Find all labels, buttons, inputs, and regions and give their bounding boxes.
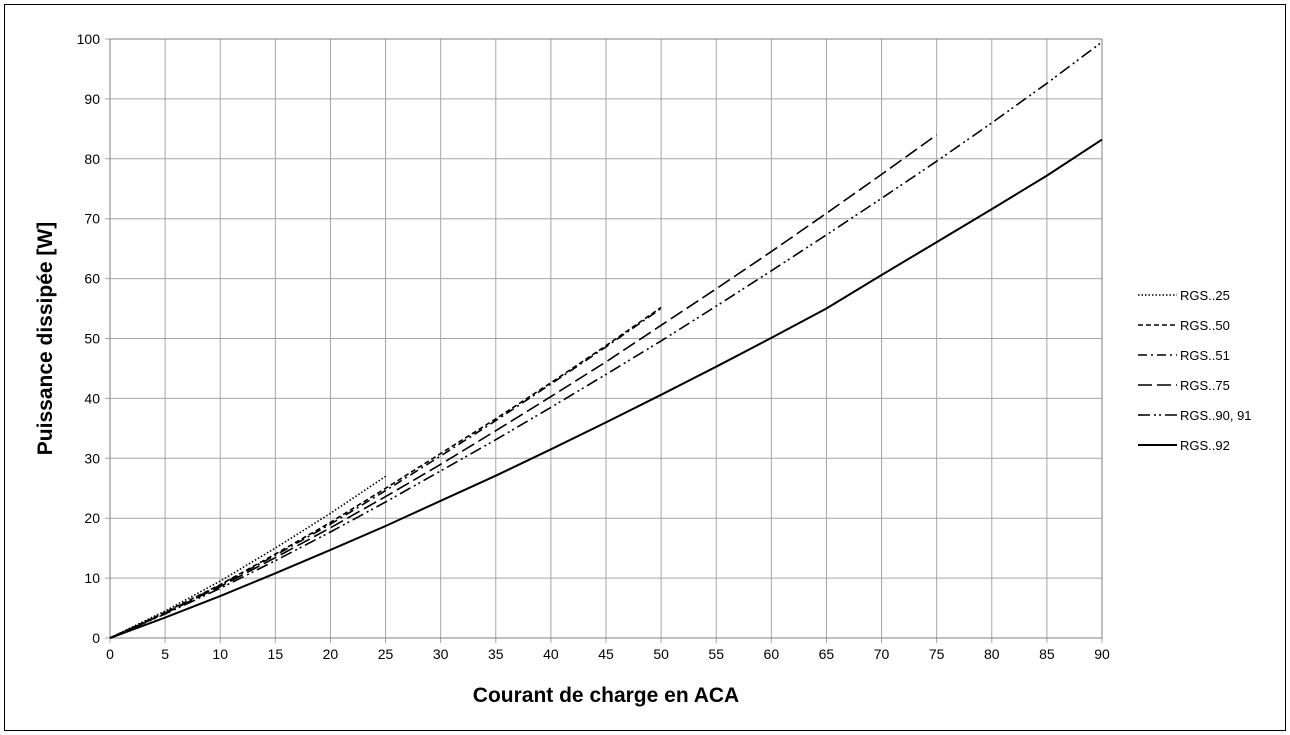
plot-area-border	[109, 38, 1103, 639]
y-tick-label: 40	[84, 390, 100, 406]
y-axis-ticks: 0 10 20 30 40 50 60 70 80 90 100	[77, 31, 101, 646]
chart-frame	[4, 4, 1286, 731]
y-tick-label: 30	[84, 450, 100, 466]
x-tick-label: 0	[106, 646, 114, 662]
x-tick-label: 90	[1094, 646, 1110, 662]
x-tick-label: 75	[929, 646, 945, 662]
y-tick-label: 90	[84, 91, 100, 107]
x-tick-label: 40	[543, 646, 559, 662]
y-tick-label: 60	[84, 271, 100, 287]
series-line-1	[109, 306, 662, 639]
legend-label: RGS..90, 91	[1180, 408, 1252, 423]
y-tick-label: 10	[84, 570, 100, 586]
x-tick-label: 5	[161, 646, 169, 662]
series-line-3	[109, 134, 938, 639]
x-tick-label: 80	[984, 646, 1000, 662]
x-tick-label: 50	[653, 646, 669, 662]
x-tick-label: 85	[1039, 646, 1055, 662]
x-axis-ticks: 0 5 10 15 20 25 30 35 40 45 50 55 60 65 70 75 80 85 90	[106, 646, 1110, 662]
legend-label: RGS..75	[1180, 378, 1230, 393]
legend-label: RGS..51	[1180, 348, 1230, 363]
series-line-5	[109, 138, 1103, 639]
x-tick-label: 55	[708, 646, 724, 662]
series-lines	[109, 41, 1103, 639]
grid-lines	[105, 38, 1103, 643]
y-tick-label: 80	[84, 151, 100, 167]
y-tick-label: 20	[84, 510, 100, 526]
y-tick-label: 100	[77, 31, 101, 47]
y-tick-label: 50	[84, 331, 100, 347]
x-tick-label: 20	[323, 646, 339, 662]
series-line-4	[109, 41, 1103, 639]
x-tick-label: 30	[433, 646, 449, 662]
x-tick-label: 65	[819, 646, 835, 662]
x-tick-label: 10	[212, 646, 228, 662]
x-tick-label: 15	[268, 646, 284, 662]
legend-label: RGS..25	[1180, 288, 1230, 303]
legend-label: RGS..50	[1180, 318, 1230, 333]
x-tick-label: 60	[764, 646, 780, 662]
x-axis-title: Courant de charge en ACA	[473, 684, 739, 707]
legend-label: RGS..92	[1180, 438, 1230, 453]
series-line-2	[109, 307, 662, 639]
x-tick-label: 25	[378, 646, 394, 662]
legend: RGS..25 RGS..50 RGS..51 RGS..75 RGS..90, 91 R…	[1138, 288, 1252, 453]
y-tick-label: 70	[84, 211, 100, 227]
x-tick-label: 45	[598, 646, 614, 662]
y-tick-label: 0	[92, 630, 100, 646]
y-axis-title: Puissance dissipée [W]	[34, 222, 57, 455]
x-tick-label: 70	[874, 646, 890, 662]
series-line-0	[109, 475, 387, 639]
x-tick-label: 35	[488, 646, 504, 662]
